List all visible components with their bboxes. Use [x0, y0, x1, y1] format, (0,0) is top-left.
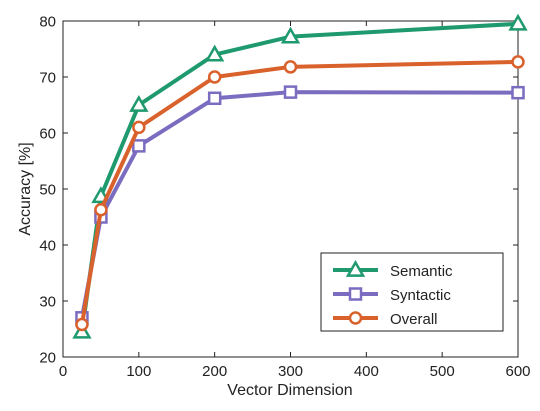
data-point [508, 13, 528, 31]
y-tick-label: 40 [39, 238, 56, 255]
x-axis-label: Vector Dimension [227, 382, 352, 399]
x-tick-label: 100 [126, 363, 151, 380]
data-point [283, 85, 298, 99]
y-tick-label: 50 [39, 182, 56, 199]
x-tick-label: 0 [59, 363, 67, 380]
x-tick-label: 300 [278, 363, 303, 380]
x-tick-label: 600 [505, 363, 530, 380]
data-point [207, 91, 222, 106]
legend-marker [348, 287, 363, 301]
legend-label: Overall [390, 311, 438, 328]
data-point [205, 44, 225, 62]
series-layer [72, 13, 528, 339]
y-tick-label: 70 [39, 70, 56, 87]
data-point [129, 94, 149, 112]
y-tick-label: 30 [39, 294, 56, 311]
y-axis-label: Accuracy [%] [17, 142, 34, 235]
data-point [75, 317, 89, 332]
x-tick-label: 200 [202, 363, 227, 380]
y-tick-label: 60 [39, 126, 56, 143]
data-point [207, 70, 222, 84]
y-tick-label: 80 [39, 14, 56, 31]
y-tick-label: 20 [39, 350, 56, 367]
legend-label: Syntactic [390, 287, 451, 304]
x-axis: 0 100 200 300 400 500 600 [59, 21, 531, 380]
legend-marker [345, 259, 366, 277]
series-line [79, 59, 519, 325]
data-point [94, 202, 108, 217]
x-tick-label: 500 [430, 363, 455, 380]
data-point [511, 55, 525, 69]
data-point [280, 26, 301, 44]
legend-label: Semantic [390, 263, 453, 280]
x-tick-label: 400 [354, 363, 379, 380]
data-point [511, 85, 525, 100]
data-point [283, 60, 298, 74]
legend: Semantic Syntactic Overall [320, 252, 504, 332]
data-point [132, 139, 146, 153]
data-point [132, 120, 146, 135]
y-axis: 20 30 40 50 60 70 80 [39, 14, 518, 367]
series-overall [75, 55, 525, 332]
legend-marker [348, 311, 363, 325]
